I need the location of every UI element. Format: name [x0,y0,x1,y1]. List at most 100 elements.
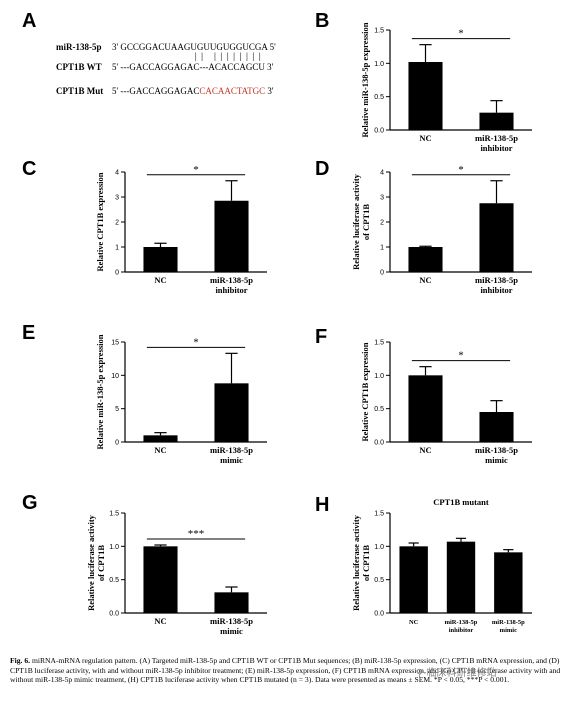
caption-text: miRNA-mRNA regulation pattern. (A) Targe… [10,656,561,685]
x-tick-label: miR-138-5p inhibitor [445,619,478,634]
significance-marker: * [193,164,199,176]
y-axis-label: Relative luciferase activityof CPT1B [351,173,371,270]
panel-label-b: B [315,10,330,32]
y-tick-label: 0.0 [109,611,119,618]
panel-label-c: C [22,158,37,180]
mut-label: CPT1B Mut [56,86,104,96]
significance-marker: * [458,350,464,362]
base-pairing-marks: || |||||||| [193,52,264,62]
wt-label: CPT1B WT [56,62,102,72]
mirna-label: miR-138-5p [56,42,102,52]
panel-label-f: F [315,326,328,348]
bar [494,552,523,613]
y-tick-label: 0.5 [374,577,384,584]
bar [143,546,178,613]
x-tick-label: NC [419,445,431,455]
significance-marker: * [458,28,464,40]
y-tick-label: 0 [115,440,119,447]
y-tick-label: 3 [380,195,384,202]
chart-title: CPT1B mutant [433,497,489,507]
y-tick-label: 1.5 [109,511,119,518]
x-tick-label: NC [154,445,166,455]
x-tick-label: miR-138-5p mimic [475,445,518,465]
bar [214,592,249,613]
wt-sequence-row: CPT1B WT 5' ---GACCAGGAGAC---ACACCAGCU 3' [56,62,273,72]
y-tick-label: 3 [115,195,119,202]
y-tick-label: 10 [111,373,119,380]
x-tick-label: NC [419,133,431,143]
bar [479,203,514,272]
mut-sequence-suffix: 3' [265,86,274,96]
y-tick-label: 15 [111,340,119,347]
y-tick-label: 1.5 [374,340,384,347]
y-tick-label: 0.5 [109,577,119,584]
mirna-sequence: 3' GCCGGACUAAGUGUUGUGGUCGA 5' [112,42,276,52]
x-tick-label: miR-138-5p inhibitor [475,275,518,295]
panel-label-g: G [22,492,38,514]
y-tick-label: 4 [380,170,384,177]
y-tick-label: 1 [115,245,119,252]
x-tick-label: NC [409,619,419,626]
bar [408,247,443,272]
y-axis-label: Relative luciferase activityof CPT1B [351,514,371,611]
mut-sequence-mutated: CACAACTATGC [199,86,266,96]
bar [446,541,476,613]
mut-sequence-row: CPT1B Mut 5' ---GACCAGGAGACCACAACTATGC 3' [56,86,274,96]
y-tick-label: 0.0 [374,128,384,135]
x-tick-label: NC [419,275,431,285]
mut-sequence-prefix: 5' ---GACCAGGAGAC [112,86,200,96]
significance-marker: * [458,164,464,176]
significance-marker: * [193,336,199,348]
bar [408,62,443,130]
bar [143,247,178,272]
chart-d: 0 1 2 3 4 Relative luciferase activityof CPT1… [351,164,532,295]
bar [479,112,514,130]
x-tick-label: miR-138-5p mimic [492,619,525,634]
bar [399,546,428,613]
bar [479,412,514,442]
y-tick-label: 1.0 [374,61,384,68]
x-tick-label: NC [154,616,166,626]
x-tick-label: miR-138-5p inhibitor [475,133,518,153]
y-tick-label: 1.0 [374,373,384,380]
bar [214,383,249,442]
y-tick-label: 4 [115,170,119,177]
y-tick-label: 0.0 [374,440,384,447]
y-tick-label: 0 [115,270,119,277]
chart-b: 0.0 0.5 1.0 1.5 Relative miR-138-5p expressi… [360,22,532,153]
y-tick-label: 5 [115,406,119,413]
y-tick-label: 1 [380,245,384,252]
caption-lead: Fig. 6. [10,656,31,665]
x-tick-label: miR-138-5p mimic [210,445,253,465]
y-tick-label: 1.0 [109,544,119,551]
y-tick-label: 2 [115,220,119,227]
panel-label-h: H [315,494,330,516]
panel-label-d: D [315,158,330,180]
x-tick-label: NC [154,275,166,285]
y-tick-label: 0.5 [374,406,384,413]
mirna-sequence-row: miR-138-5p 3' GCCGGACUAAGUGUUGUGGUCGA 5' [56,42,276,52]
figure-caption: Fig. 6. miRNA-mRNA regulation pattern. (… [10,656,568,685]
bar [214,200,249,272]
significance-marker: *** [188,528,205,540]
panel-label-a: A [22,10,37,32]
y-tick-label: 0.0 [374,611,384,618]
panel-label-e: E [22,322,36,344]
y-tick-label: 2 [380,220,384,227]
y-tick-label: 0.5 [374,94,384,101]
wt-sequence: 5' ---GACCAGGAGAC---ACACCAGCU 3' [112,62,274,72]
watermark-text: ⚲ 临床科研维修站 [416,668,497,679]
x-tick-label: miR-138-5p mimic [210,616,253,636]
x-tick-label: miR-138-5p inhibitor [210,275,253,295]
y-axis-label: Relative miR-138-5p expression [360,22,370,137]
bar [143,435,178,442]
y-tick-label: 0 [380,270,384,277]
y-tick-label: 1.0 [374,544,384,551]
bar [408,375,443,442]
chart-e: 0 5 10 15 Relative miR-138-5p expression NC mi… [95,334,267,465]
y-tick-label: 1.5 [374,511,384,518]
chart-c: 0 1 2 3 4 Relative CPT1B expression NC miR-138-… [95,164,267,295]
y-axis-label: Relative CPT1B expression [95,172,105,271]
